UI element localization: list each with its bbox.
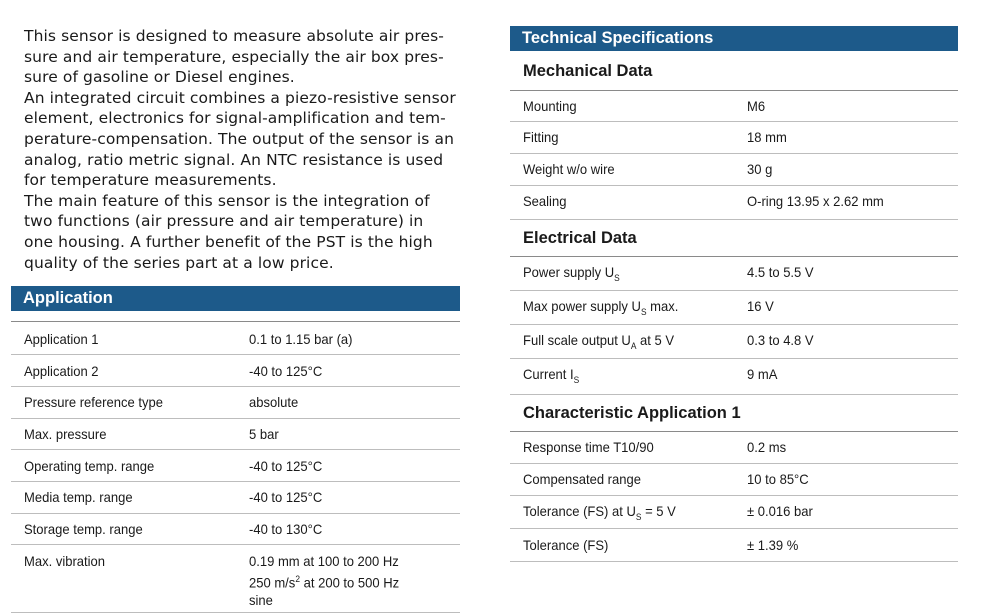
divider xyxy=(510,121,958,122)
spec-row-label: Fitting xyxy=(523,129,559,145)
spec-row-value: 0.2 ms xyxy=(747,439,787,455)
application-row-label: Storage temp. range xyxy=(24,521,143,537)
spec-row-label: Tolerance (FS) xyxy=(523,537,609,553)
spec-row-label: Tolerance (FS) at US = 5 V xyxy=(523,503,676,522)
spec-row-value: 30 g xyxy=(747,161,773,177)
spec-row-label: Max power supply US max. xyxy=(523,298,679,317)
application-row-value: -40 to 125°C xyxy=(249,363,323,379)
divider xyxy=(510,256,958,257)
intro-paragraph-2: An integrated circuit combines a piezo-r… xyxy=(24,88,456,190)
divider xyxy=(510,153,958,154)
divider xyxy=(11,513,460,514)
spec-row-label: Response time T10/90 xyxy=(523,439,654,455)
application-row-label: Operating temp. range xyxy=(24,458,155,474)
spec-row-label: Mounting xyxy=(523,98,577,114)
divider xyxy=(510,431,958,432)
divider xyxy=(510,358,958,359)
divider xyxy=(510,185,958,186)
spec-row-value: 9 mA xyxy=(747,366,778,382)
application-row-value: absolute xyxy=(249,394,299,410)
spec-row-label: Full scale output UA at 5 V xyxy=(523,332,675,351)
spec-row-value: ± 0.016 bar xyxy=(747,503,813,519)
divider xyxy=(510,463,958,464)
technical-specifications-header: Technical Specifications xyxy=(510,26,958,51)
divider xyxy=(510,324,958,325)
divider xyxy=(510,495,958,496)
spec-row-value: M6 xyxy=(747,98,766,114)
spec-row-value: 0.3 to 4.8 V xyxy=(747,332,814,348)
divider xyxy=(11,418,460,419)
application-row-label: Max. pressure xyxy=(24,426,107,442)
electrical-data-heading: Electrical Data xyxy=(523,229,637,247)
spec-row-value: 18 mm xyxy=(747,129,787,145)
characteristic-application-heading: Characteristic Application 1 xyxy=(523,404,741,422)
max-vibration-value: 0.19 mm at 100 to 200 Hz 250 m/s2 at 200… xyxy=(249,553,400,608)
divider xyxy=(510,90,958,91)
divider xyxy=(11,354,460,355)
application-row-value: -40 to 125°C xyxy=(249,458,323,474)
spec-row-value: ± 1.39 % xyxy=(747,537,799,553)
divider xyxy=(510,219,958,220)
spec-row-label: Current IS xyxy=(523,366,580,385)
spec-row-value: 16 V xyxy=(747,298,774,314)
intro-paragraph-1: This sensor is designed to measure absol… xyxy=(24,27,444,87)
application-row-value: -40 to 125°C xyxy=(249,489,323,505)
application-row-label: Application 2 xyxy=(24,363,99,379)
application-row-value: 0.1 to 1.15 bar (a) xyxy=(249,331,353,347)
divider xyxy=(11,321,460,322)
intro-text: This sensor is designed to measure absol… xyxy=(24,26,464,273)
spec-row-value: 4.5 to 5.5 V xyxy=(747,264,814,280)
spec-row-label: Sealing xyxy=(523,193,567,209)
spec-row-value: O-ring 13.95 x 2.62 mm xyxy=(747,193,884,209)
spec-row-label: Compensated range xyxy=(523,471,641,487)
divider xyxy=(11,544,460,545)
divider xyxy=(11,386,460,387)
divider xyxy=(510,528,958,529)
divider xyxy=(11,612,460,613)
application-row-label: Pressure reference type xyxy=(24,394,163,410)
application-row-value: -40 to 130°C xyxy=(249,521,323,537)
application-row-label: Max. vibration xyxy=(24,553,106,569)
divider xyxy=(510,561,958,562)
spec-row-value: 10 to 85°C xyxy=(747,471,809,487)
divider xyxy=(11,449,460,450)
divider xyxy=(510,394,958,395)
application-row-label: Media temp. range xyxy=(24,489,133,505)
spec-row-label: Power supply US xyxy=(523,264,620,283)
divider xyxy=(11,481,460,482)
mechanical-data-heading: Mechanical Data xyxy=(523,62,653,80)
application-header: Application xyxy=(11,286,460,311)
intro-paragraph-3: The main feature of this sensor is the i… xyxy=(24,191,433,272)
application-row-value: 5 bar xyxy=(249,426,279,442)
spec-row-label: Weight w/o wire xyxy=(523,161,615,177)
application-row-label: Application 1 xyxy=(24,331,99,347)
divider xyxy=(510,290,958,291)
